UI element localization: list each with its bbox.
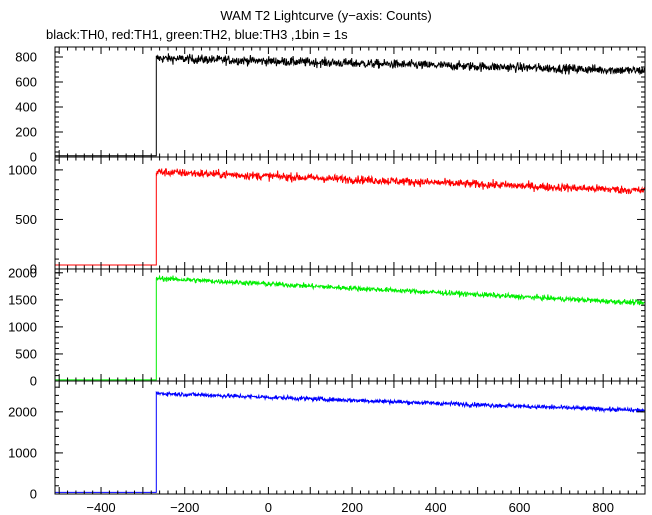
panel-frame-th0 [54, 46, 646, 158]
x-tick-label: 800 [592, 500, 614, 515]
x-tick-label: −200 [170, 500, 199, 515]
chart-title: WAM T2 Lightcurve (y−axis: Counts) [220, 8, 432, 23]
panel-frame-th2 [54, 268, 646, 382]
y-tick-label: 200 [15, 125, 37, 140]
y-tick-label: 1000 [8, 445, 37, 460]
panel-frame-th3 [54, 380, 646, 495]
y-tick-label: 2000 [8, 265, 37, 280]
y-tick-label: 2000 [8, 404, 37, 419]
y-tick-label: 600 [15, 75, 37, 90]
y-tick-label: 500 [15, 346, 37, 361]
y-tick-label: 500 [15, 212, 37, 227]
series-th3 [55, 390, 646, 493]
x-tick-label: −400 [86, 500, 115, 515]
x-tick-label: 400 [425, 500, 447, 515]
y-tick-label: 1000 [8, 319, 37, 334]
y-tick-label: 1000 [8, 162, 37, 177]
y-tick-label: 0 [30, 150, 37, 165]
panel-frame-th1 [54, 156, 646, 270]
y-tick-label: 1500 [8, 292, 37, 307]
y-tick-label: 800 [15, 50, 37, 65]
x-tick-label: 200 [341, 500, 363, 515]
y-tick-label: 0 [30, 374, 37, 389]
x-tick-label: 600 [509, 500, 531, 515]
series-th0 [55, 53, 646, 157]
y-tick-label: 0 [30, 487, 37, 502]
chart-subtitle: black:TH0, red:TH1, green:TH2, blue:TH3 … [46, 27, 348, 42]
series-th1 [55, 168, 646, 266]
y-tick-label: 0 [30, 262, 37, 277]
y-tick-label: 400 [15, 100, 37, 115]
x-tick-label: 0 [265, 500, 272, 515]
series-th2 [55, 274, 646, 381]
